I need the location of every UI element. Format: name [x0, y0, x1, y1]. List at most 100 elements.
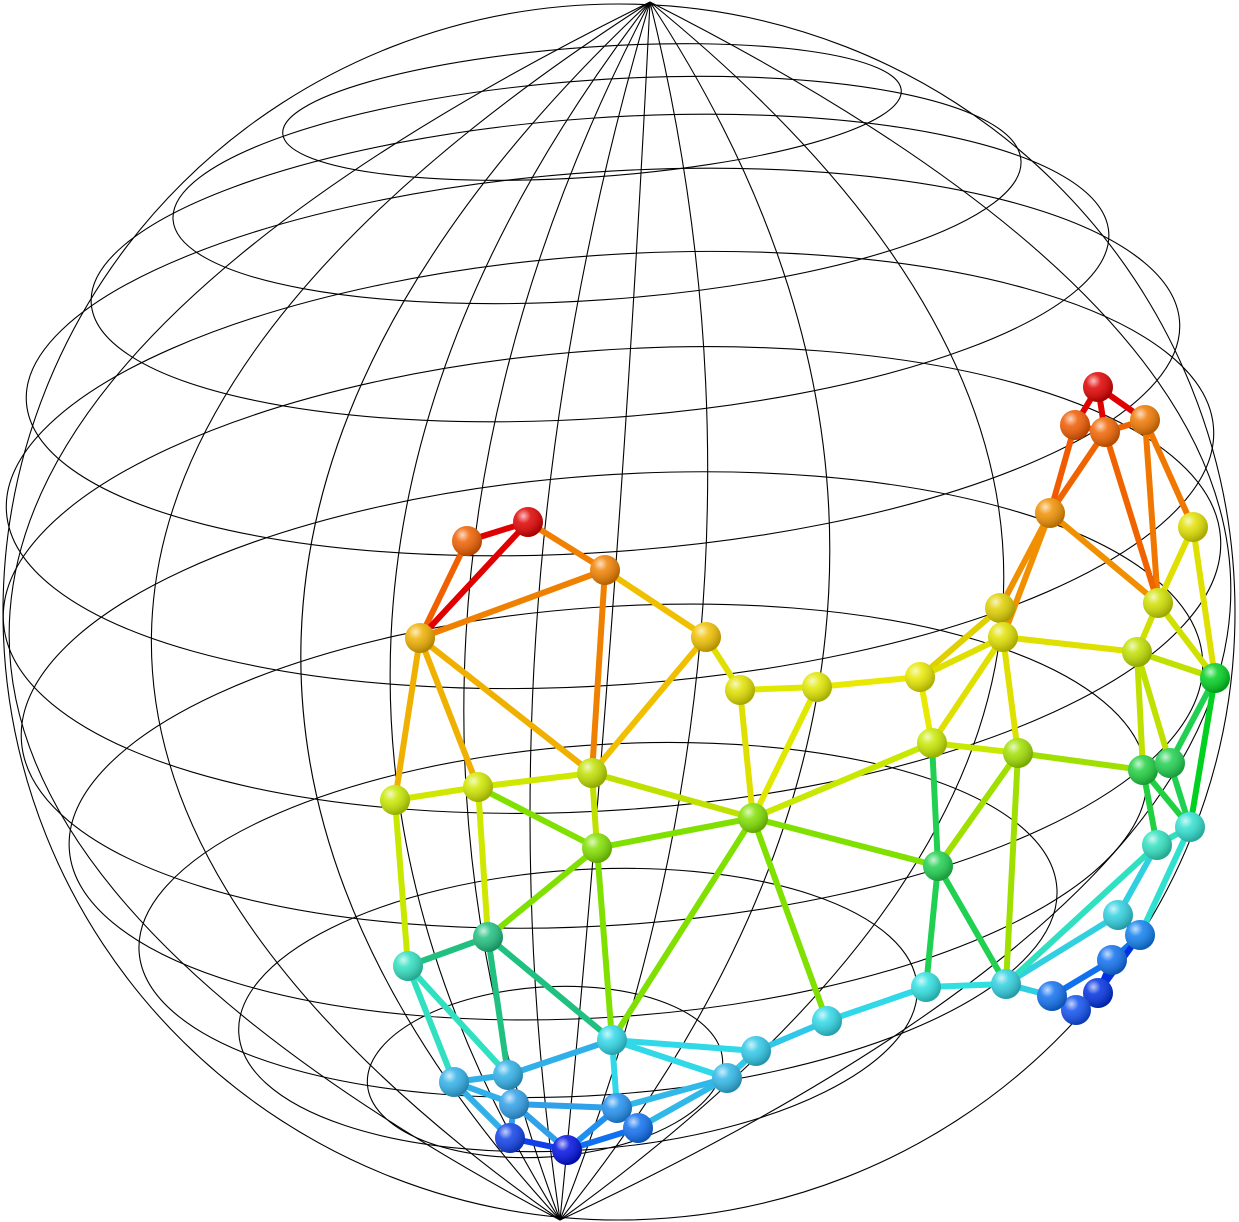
latitude-line	[138, 741, 1058, 1099]
mesh-edge	[750, 815, 941, 869]
mesh-node-highlight	[812, 1006, 842, 1036]
mesh-edge	[609, 1037, 759, 1054]
mesh-edge	[417, 635, 595, 776]
mesh-node-highlight	[1125, 920, 1155, 950]
mesh-node-highlight	[552, 1135, 582, 1165]
mesh-edge	[635, 1075, 730, 1131]
mesh-node-highlight	[1155, 748, 1185, 778]
mesh-edge	[935, 863, 1009, 987]
mesh-edge	[417, 538, 470, 641]
mesh-edge	[589, 634, 709, 776]
mesh-node-highlight	[691, 622, 721, 652]
mesh-node-highlight	[513, 507, 543, 537]
longitude-line	[8, 1, 651, 1221]
mesh-edge	[1003, 912, 1121, 987]
mesh-node-highlight	[439, 1067, 469, 1097]
mesh-edge	[392, 797, 411, 969]
mesh-nodes	[380, 372, 1230, 1165]
mesh-edge	[1142, 417, 1161, 606]
longitude-line	[529, 1, 651, 1221]
mesh-edge	[1187, 675, 1218, 830]
mesh-edge	[917, 605, 1003, 680]
mesh-node-highlight	[741, 1036, 771, 1066]
mesh-node-highlight	[917, 728, 947, 758]
mesh-node-highlight	[1122, 637, 1152, 667]
mesh-edge	[392, 635, 423, 803]
mesh-node-highlight	[1090, 417, 1120, 447]
longitude-line	[300, 1, 651, 1221]
mesh-edge	[589, 567, 608, 776]
mesh-node-highlight	[1061, 995, 1091, 1025]
longitude-line	[559, 1, 1232, 1221]
mesh-node-highlight	[1178, 512, 1208, 542]
mesh-edge	[594, 815, 756, 851]
mesh-node-highlight	[577, 758, 607, 788]
mesh-node-highlight	[623, 1113, 653, 1143]
mesh-node-highlight	[380, 785, 410, 815]
mesh-edge	[737, 687, 756, 821]
mesh-node-highlight	[582, 833, 612, 863]
mesh-edge	[525, 519, 608, 573]
latitude-line	[172, 75, 1022, 305]
mesh-node-highlight	[1175, 812, 1205, 842]
mesh-edge	[405, 963, 511, 1078]
latitude-line	[2, 346, 1222, 814]
mesh-node-highlight	[499, 1089, 529, 1119]
latitude-line	[5, 250, 1215, 690]
mesh-edge	[1134, 649, 1173, 766]
mesh-edge	[609, 1037, 730, 1081]
mesh-node-highlight	[1143, 588, 1173, 618]
mesh-edge	[614, 1075, 730, 1111]
mesh-edge	[589, 770, 756, 821]
longitude-line	[389, 1, 651, 1221]
mesh-edge	[511, 1101, 620, 1111]
latitude-line	[25, 167, 1181, 557]
mesh-edge	[405, 963, 457, 1085]
mesh-node-highlight	[905, 662, 935, 692]
mesh-edges	[392, 384, 1218, 1153]
mesh-edge	[1015, 750, 1146, 773]
mesh-edge	[417, 635, 481, 790]
mesh-node-highlight	[1128, 755, 1158, 785]
latitude-line	[90, 113, 1110, 423]
mesh-edge	[475, 770, 595, 790]
mesh-edge	[1003, 842, 1160, 987]
mesh-edge	[609, 815, 756, 1043]
mesh-edge	[929, 634, 1006, 746]
mesh-edge	[1047, 510, 1161, 606]
mesh-node-highlight	[985, 593, 1015, 623]
mesh-node-highlight	[712, 1063, 742, 1093]
mesh-node-highlight	[493, 1060, 523, 1090]
mesh-node-highlight	[1200, 663, 1230, 693]
mesh-node-highlight	[991, 969, 1021, 999]
mesh-edge	[923, 863, 941, 990]
mesh-node-highlight	[1103, 900, 1133, 930]
mesh-edge	[1047, 429, 1108, 516]
longitude-line	[559, 1, 709, 1221]
longitude-line	[559, 1, 651, 1221]
mesh-edge	[750, 684, 820, 821]
mesh-edge	[1155, 600, 1218, 681]
mesh-edge	[1142, 417, 1196, 530]
mesh-node-highlight	[1035, 498, 1065, 528]
mesh-node-highlight	[988, 622, 1018, 652]
mesh-edge	[929, 740, 941, 869]
mesh-edge	[814, 674, 923, 690]
mesh-node-highlight	[452, 526, 482, 556]
mesh-node-highlight	[1003, 738, 1033, 768]
mesh-node-highlight	[393, 951, 423, 981]
mesh-edge	[594, 845, 615, 1043]
mesh-edge	[1000, 634, 1140, 655]
mesh-edge	[1047, 422, 1078, 516]
mesh-edge	[485, 934, 615, 1043]
mesh-node-highlight	[602, 1093, 632, 1123]
mesh-edge	[935, 750, 1021, 869]
longitude-line	[559, 1, 831, 1221]
mesh-edge	[485, 934, 511, 1078]
mesh-edge	[602, 567, 709, 640]
mesh-edge	[485, 845, 600, 940]
mesh-node-highlight	[597, 1025, 627, 1055]
mesh-edge	[1102, 429, 1161, 606]
mesh-node-highlight	[1083, 372, 1113, 402]
